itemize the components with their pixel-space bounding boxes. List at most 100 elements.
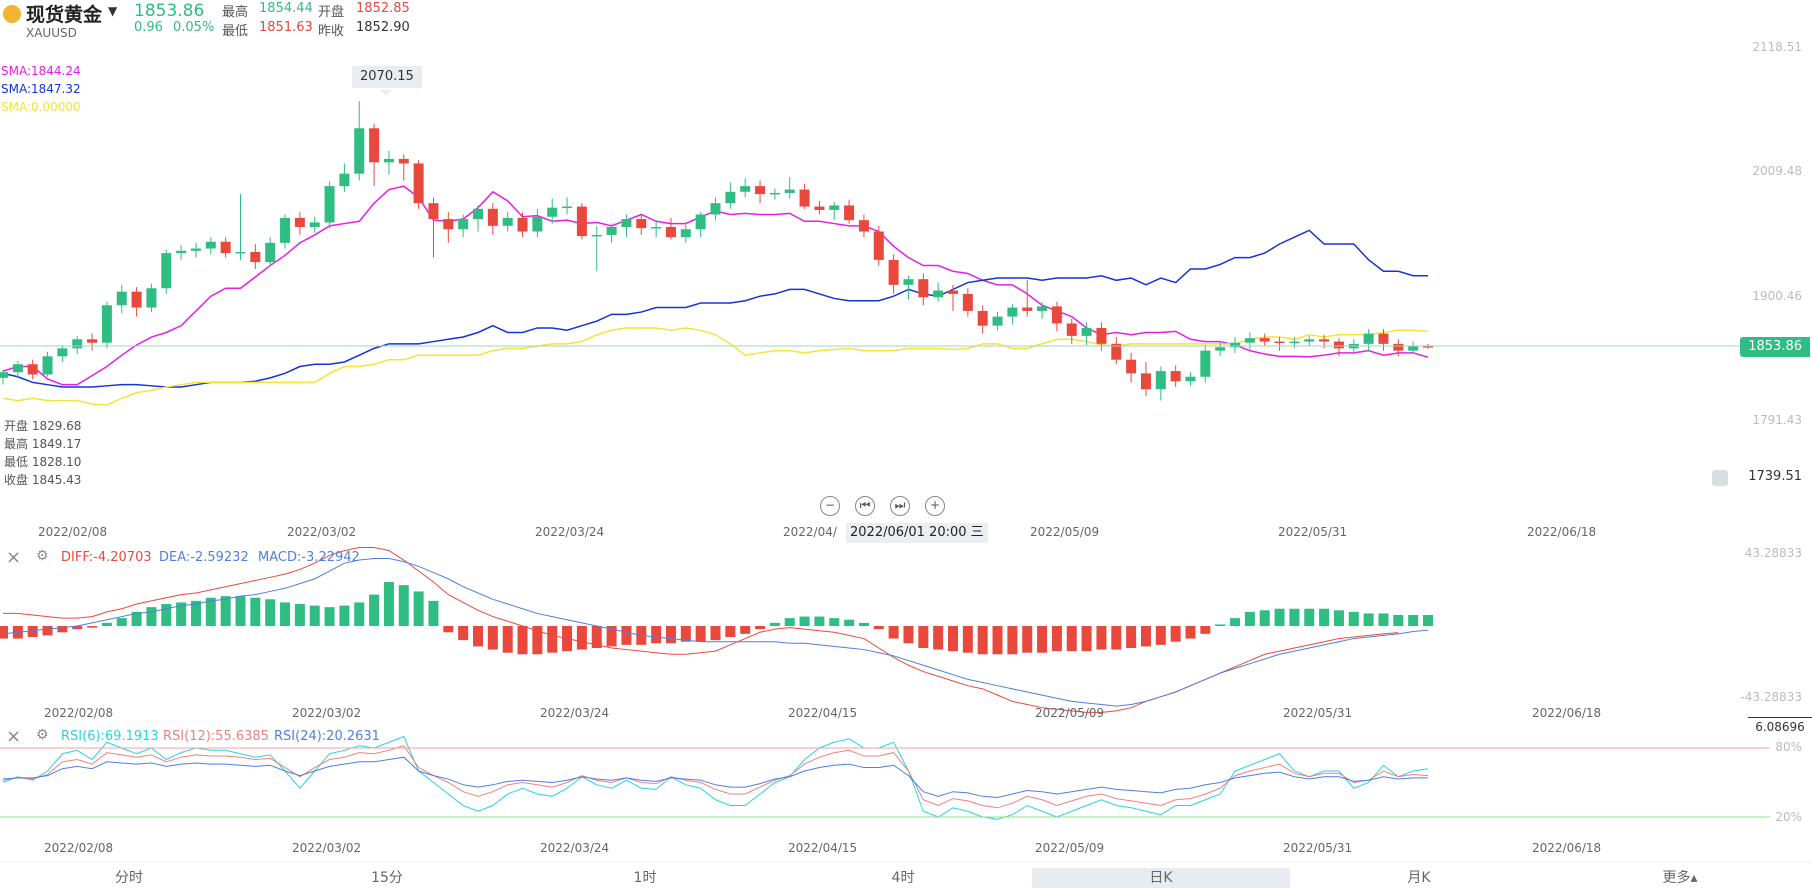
instrument-symbol: XAUUSD xyxy=(26,26,77,40)
candle-body xyxy=(814,206,825,210)
candle-body xyxy=(755,186,766,195)
macd-bar xyxy=(0,626,8,639)
macd-bar xyxy=(769,622,780,626)
high-value: 1854.44 xyxy=(259,1,313,16)
candle-body xyxy=(1378,333,1389,344)
high-label: 最高 xyxy=(222,5,249,20)
x-tick-label: 2022/03/02 xyxy=(292,706,362,720)
macd-bar xyxy=(1066,626,1077,652)
candle-body xyxy=(458,219,469,230)
macd-bar xyxy=(1126,626,1137,648)
candle-body xyxy=(116,291,127,306)
macd-bar xyxy=(72,626,83,630)
prev-close-label: 昨收 xyxy=(318,24,345,39)
tab-daily[interactable]: 日K xyxy=(1032,868,1290,888)
candle-body xyxy=(1289,341,1300,344)
candle-body xyxy=(1170,371,1181,382)
candle-body xyxy=(591,234,602,237)
candle-body xyxy=(1408,346,1419,351)
instrument-name[interactable]: 现货黄金 xyxy=(26,4,103,26)
candle-body xyxy=(1155,371,1166,390)
macd-bar xyxy=(324,607,335,626)
bell-icon[interactable] xyxy=(1712,470,1728,486)
candle-body xyxy=(1319,339,1330,342)
macd-bar xyxy=(740,626,751,634)
tab-4hour[interactable]: 4时 xyxy=(891,870,915,886)
macd-bar xyxy=(784,618,795,626)
sma-3-line xyxy=(2,327,1429,406)
candle-body xyxy=(1081,327,1092,336)
candle-body xyxy=(235,251,246,254)
macd-bar xyxy=(220,596,231,626)
instrument-dropdown-icon[interactable]: ▼ xyxy=(108,4,118,18)
tab-monthly[interactable]: 月K xyxy=(1407,870,1431,886)
macd-bar xyxy=(992,626,1003,655)
candle-body xyxy=(383,158,394,163)
candle-body xyxy=(1096,327,1107,344)
candle-body xyxy=(27,364,38,375)
macd-bar xyxy=(725,626,736,637)
macd-settings-icon[interactable]: ⚙ xyxy=(36,548,49,564)
rsi6-line xyxy=(2,735,1429,820)
macd-bar xyxy=(176,602,187,626)
x-tick-label: 2022/05/31 xyxy=(1283,841,1353,855)
candle-body xyxy=(72,339,83,349)
candle-body xyxy=(428,203,439,220)
candle-body xyxy=(844,205,855,221)
x-tick-label: 2022/03/02 xyxy=(287,525,357,539)
macd-bar xyxy=(1230,618,1241,626)
macd-bar xyxy=(844,619,855,626)
macd-bar xyxy=(369,594,380,626)
macd-bar xyxy=(354,602,365,626)
macd-bar xyxy=(87,626,98,628)
candle-body xyxy=(740,186,751,192)
candle-body xyxy=(101,305,112,343)
scroll-end-button[interactable]: ⏭ xyxy=(890,496,910,516)
close-macd-icon[interactable]: × xyxy=(6,547,22,568)
macd-bar xyxy=(101,622,112,626)
candle-body xyxy=(858,220,869,232)
macd-bar xyxy=(948,626,958,652)
macd-dea-line xyxy=(2,557,1429,707)
rsi12-line xyxy=(2,745,1429,809)
macd-bar xyxy=(695,626,706,642)
macd-bar xyxy=(576,626,587,650)
macd-bar xyxy=(680,626,691,642)
macd-bar xyxy=(57,626,68,633)
candle-body xyxy=(784,189,795,193)
rsi6-legend: RSI(6):69.1913 xyxy=(61,729,159,744)
macd-bar xyxy=(235,596,246,626)
candle-body xyxy=(1259,338,1270,342)
macd-bar xyxy=(532,626,543,655)
tab-1hour[interactable]: 1时 xyxy=(633,870,657,886)
y-tick-label: 1791.43 xyxy=(1752,413,1802,427)
close-rsi-icon[interactable]: × xyxy=(6,726,22,747)
y-tick-label: 1900.46 xyxy=(1752,289,1802,303)
gold-logo-icon xyxy=(3,5,21,23)
low-value: 1851.63 xyxy=(259,20,313,35)
zoom-out-button[interactable]: − xyxy=(820,496,840,516)
candle-body xyxy=(280,217,291,243)
candle-body xyxy=(977,310,988,326)
macd-dea-legend: DEA:-2.59232 xyxy=(159,550,249,565)
x-tick-label: 2022/03/24 xyxy=(540,706,610,720)
tab-more[interactable]: 更多▴ xyxy=(1662,870,1698,886)
candle-body xyxy=(413,163,424,204)
candle-body xyxy=(562,206,573,209)
macd-bar xyxy=(27,626,38,637)
scroll-start-button[interactable]: ⏮ xyxy=(855,496,875,516)
x-tick-label: 2022/06/18 xyxy=(1532,841,1602,855)
macd-bar xyxy=(1259,610,1270,626)
macd-bar xyxy=(710,626,721,641)
zoom-in-button[interactable]: + xyxy=(925,496,945,516)
candle-body xyxy=(131,291,142,308)
macd-bar xyxy=(799,616,810,626)
candle-body xyxy=(309,222,320,227)
tab-timeshare[interactable]: 分时 xyxy=(115,870,143,886)
macd-bar xyxy=(146,607,157,626)
open-value: 1852.85 xyxy=(356,1,410,16)
tab-15min[interactable]: 15分 xyxy=(371,870,403,886)
macd-bar xyxy=(473,626,483,647)
rsi-settings-icon[interactable]: ⚙ xyxy=(36,727,49,743)
